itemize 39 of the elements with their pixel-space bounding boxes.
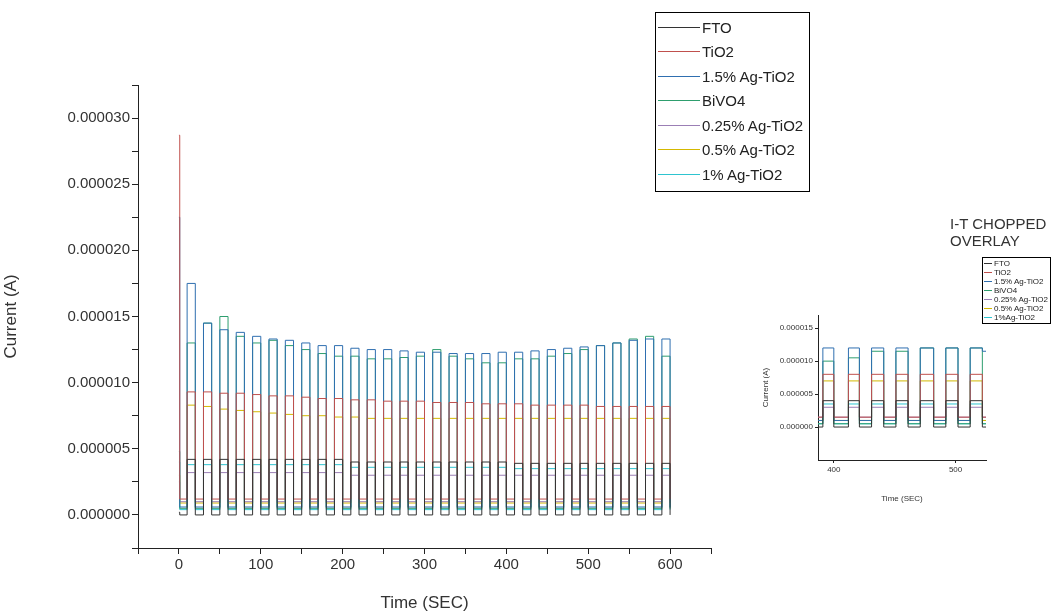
legend-label: 0.5% Ag-TiO2: [702, 141, 795, 159]
y-tick-label: 0.000025: [67, 174, 130, 192]
y-tick-label: 0.000000: [67, 505, 130, 523]
y-tick-label: 0.000000: [779, 422, 814, 432]
x-tick-label: 600: [657, 555, 683, 573]
y-tick-label: 0.000005: [67, 438, 130, 456]
chart-title: I-T CHOPPED OVERLAY: [950, 215, 1048, 249]
legend-label: 0.25% Ag-TiO2: [702, 116, 804, 134]
x-axis-title: Time (SEC): [380, 593, 469, 613]
y-tick-label: 0.000020: [67, 240, 130, 258]
y-tick-label: 0.000015: [779, 323, 814, 333]
y-axis-title: Current (A): [0, 274, 20, 359]
y-tick-label: 0.000005: [779, 389, 814, 399]
legend-label: TiO2: [994, 268, 1012, 277]
legend-label: 0.5% Ag-TiO2: [994, 304, 1044, 313]
legend-label: 0.25% Ag-TiO2: [994, 295, 1048, 304]
x-tick-label: 500: [575, 555, 601, 573]
legend-label: 1.5% Ag-TiO2: [994, 277, 1044, 286]
y-tick-label: 0.000010: [67, 372, 130, 390]
legend-label: 1%Ag-TiO2: [994, 313, 1036, 322]
x-tick-label: 500: [948, 465, 963, 474]
legend-label: TiO2: [702, 43, 734, 61]
y-tick-label: 0.000015: [67, 306, 130, 324]
legend-label: FTO: [994, 259, 1010, 268]
y-axis-title: Current (A): [761, 367, 770, 408]
x-axis-title: Time (SEC): [881, 494, 924, 504]
x-tick-label: 100: [248, 555, 274, 573]
legend-label: BiVO4: [994, 286, 1018, 295]
x-tick-label: 0: [174, 555, 184, 573]
x-tick-label: 400: [827, 465, 842, 474]
legend-label: FTO: [702, 18, 732, 36]
legend-label: 1% Ag-TiO2: [702, 165, 783, 183]
x-tick-label: 300: [411, 555, 438, 573]
x-tick-label: 400: [493, 555, 519, 573]
legend-label: BiVO4: [702, 92, 746, 110]
y-tick-label: 0.000030: [67, 108, 130, 126]
y-tick-label: 0.000010: [779, 356, 814, 366]
x-tick-label: 200: [330, 555, 356, 573]
legend-label: 1.5% Ag-TiO2: [702, 67, 795, 85]
